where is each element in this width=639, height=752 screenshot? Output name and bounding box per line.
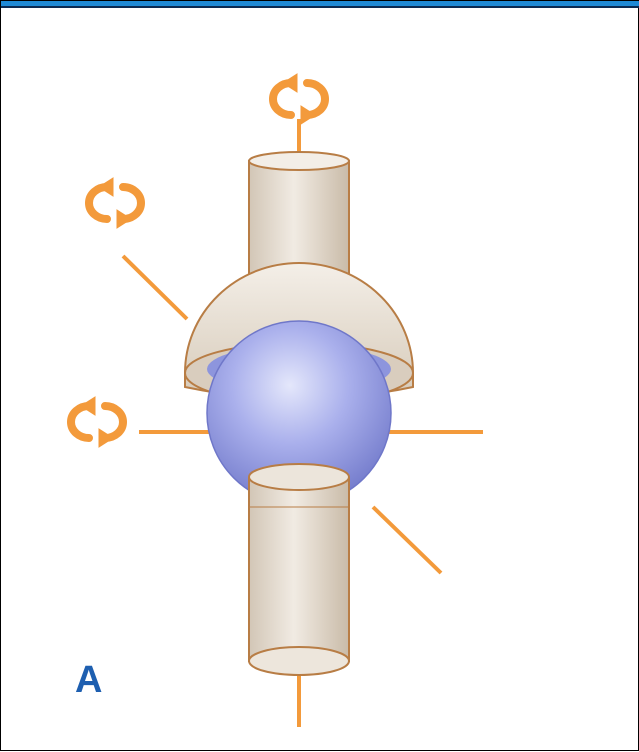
lower-shaft-neck xyxy=(248,463,350,508)
rotation-arrows-icon xyxy=(273,74,325,124)
oblique-axis-upper xyxy=(121,254,189,321)
oblique-axis-lower xyxy=(371,505,443,575)
top-accent-line xyxy=(1,6,639,8)
rotation-arrows-icon xyxy=(71,397,123,447)
top-accent-bar xyxy=(1,1,639,6)
upper-shaft xyxy=(248,151,350,282)
panel-label: A xyxy=(75,659,103,701)
rotation-arrows-icon xyxy=(89,178,141,228)
